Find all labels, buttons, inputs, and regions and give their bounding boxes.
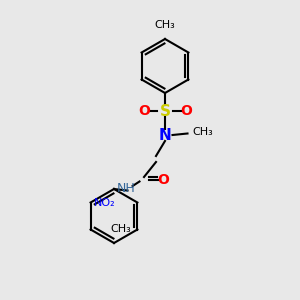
Text: NH: NH <box>117 182 135 196</box>
Text: S: S <box>160 103 170 118</box>
Text: O: O <box>158 173 169 187</box>
Text: O: O <box>138 104 150 118</box>
Text: CH₃: CH₃ <box>111 224 131 235</box>
Text: O: O <box>180 104 192 118</box>
Text: NO₂: NO₂ <box>94 197 115 208</box>
Text: CH₃: CH₃ <box>192 127 213 137</box>
Text: CH₃: CH₃ <box>154 20 176 30</box>
Text: N: N <box>159 128 171 142</box>
